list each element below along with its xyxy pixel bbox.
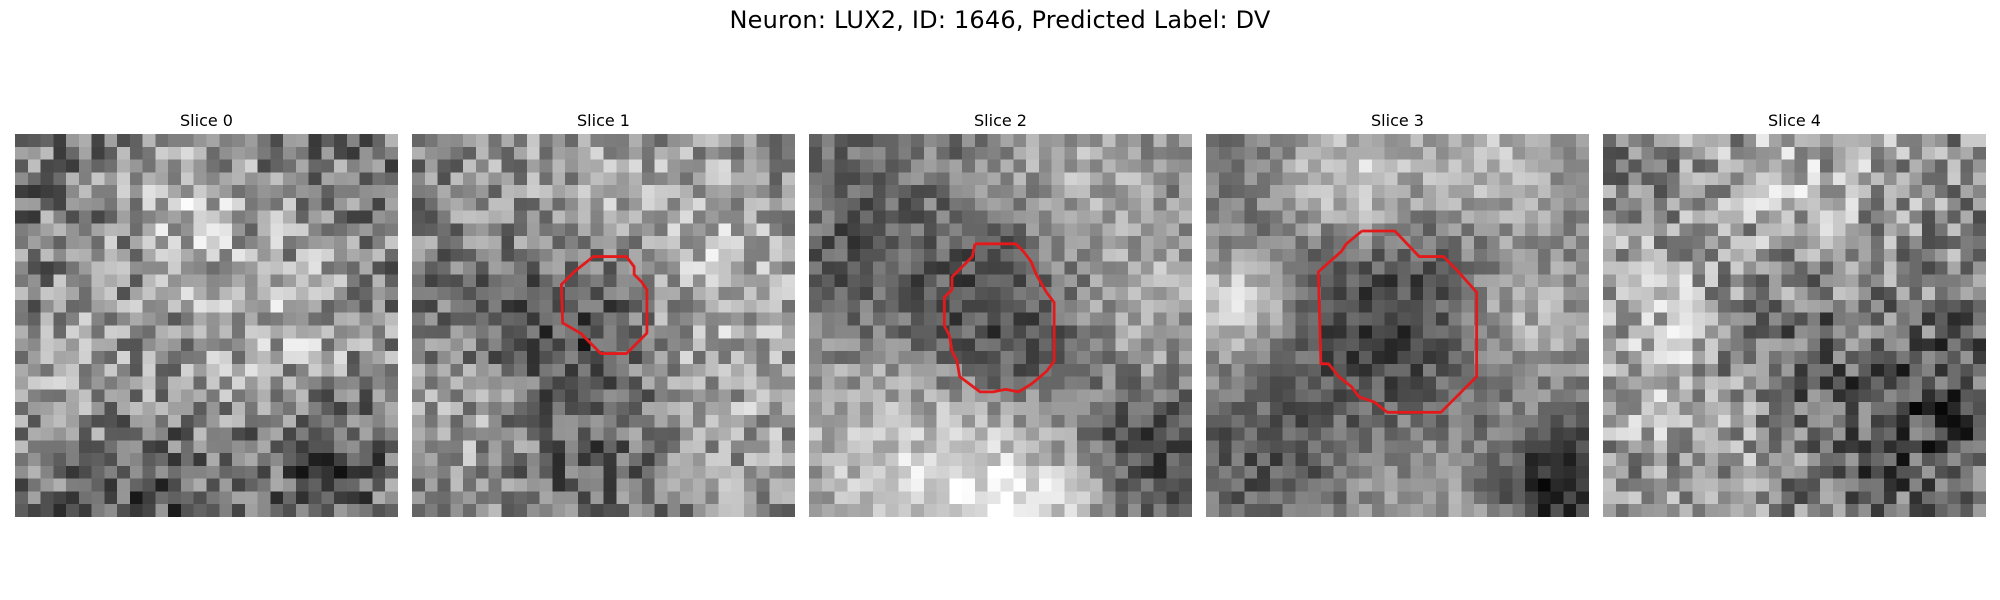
roi-contour-1 [559,255,649,355]
slice-title-1: Slice 1 [577,111,630,130]
figure-title: Neuron: LUX2, ID: 1646, Predicted Label:… [729,6,1271,34]
slice-panel-0: Slice 0 [15,108,398,517]
slice-title-3: Slice 3 [1371,111,1424,130]
slice-panel-1: Slice 1 [412,108,795,517]
slice-panel-2: Slice 2 [809,108,1192,517]
slice-panel-3: Slice 3 [1206,108,1589,517]
slice-image-2 [809,134,1192,517]
slice-title-0: Slice 0 [180,111,233,130]
slice-panel-4: Slice 4 [1603,108,1986,517]
slice-image-0 [15,134,398,517]
roi-contour-3 [1316,229,1479,414]
slice-image-1 [412,134,795,517]
roi-contour-2 [942,242,1056,394]
slice-title-4: Slice 4 [1768,111,1821,130]
slice-image-3 [1206,134,1589,517]
slice-image-4 [1603,134,1986,517]
slice-title-2: Slice 2 [974,111,1027,130]
